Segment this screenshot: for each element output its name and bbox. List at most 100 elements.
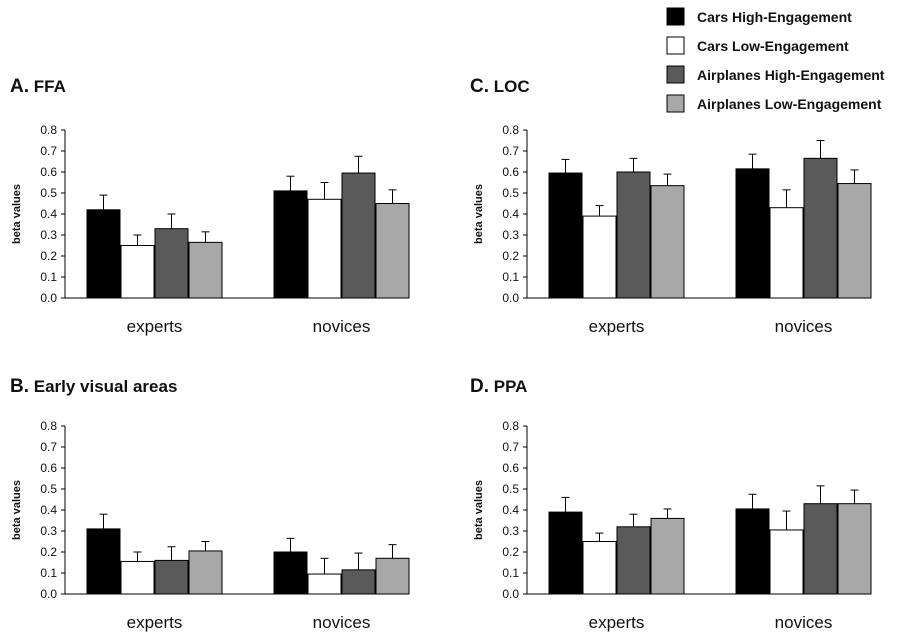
y-tick-label: 0.1 [502, 566, 519, 580]
legend-entry: Airplanes High-Engagement [666, 65, 885, 84]
y-tick-label: 0.5 [40, 186, 57, 200]
y-tick-label: 0.3 [502, 228, 519, 242]
panel-letter: C. [470, 76, 489, 97]
x-category-label: experts [127, 317, 183, 336]
x-category-label: novices [313, 613, 371, 632]
bar [837, 503, 872, 595]
bar [341, 172, 376, 299]
legend-entry: Cars High-Engagement [666, 7, 852, 26]
bar [375, 557, 410, 595]
bar [188, 241, 223, 299]
legend-label: Airplanes High-Engagement [697, 67, 885, 83]
chart-panel: A. FFA beta values 0.0 0.1 0.2 0.3 0.4 0.5 0.6 0.… [10, 76, 410, 336]
legend-label: Airplanes Low-Engagement [697, 96, 882, 112]
legend: Cars High-Engagement Cars Low-Engagement A… [666, 7, 885, 113]
y-tick-label: 0.0 [40, 291, 57, 305]
x-category-label: novices [775, 613, 833, 632]
bar [273, 551, 308, 595]
bar [188, 550, 223, 595]
bar [837, 183, 872, 299]
bar [548, 172, 583, 299]
y-tick-label: 0.8 [40, 123, 57, 137]
y-tick-label: 0.0 [40, 587, 57, 601]
y-tick-label: 0.1 [40, 270, 57, 284]
panel-letter: A. [10, 76, 29, 97]
bar [650, 517, 685, 595]
bar [803, 157, 838, 299]
bar [375, 203, 410, 299]
chart-panel: D. PPA beta values 0.0 0.1 0.2 0.3 0.4 0.5 0.6 0.… [470, 376, 872, 632]
legend-swatch [666, 94, 685, 113]
chart-panel: C. LOC beta values 0.0 0.1 0.2 0.3 0.4 0.5 0.6 0.… [470, 76, 872, 336]
y-tick-label: 0.7 [40, 144, 57, 158]
panel-title: C. LOC [470, 76, 530, 97]
x-category-label: experts [127, 613, 183, 632]
legend-entry: Airplanes Low-Engagement [666, 94, 882, 113]
y-tick-label: 0.8 [502, 419, 519, 433]
chart-panels: A. FFA beta values 0.0 0.1 0.2 0.3 0.4 0.5 0.6 0.… [10, 76, 872, 632]
bar [86, 528, 121, 595]
bar [582, 215, 617, 299]
legend-swatch [666, 65, 685, 84]
y-tick-label: 0.8 [40, 419, 57, 433]
bar [120, 560, 155, 595]
y-tick-label: 0.3 [40, 228, 57, 242]
bar [582, 541, 617, 595]
y-axis-label: beta values [11, 480, 23, 540]
bar [803, 503, 838, 595]
y-tick-label: 0.5 [502, 482, 519, 496]
y-tick-label: 0.1 [40, 566, 57, 580]
y-tick-label: 0.0 [502, 587, 519, 601]
bar [769, 529, 804, 595]
y-tick-label: 0.2 [502, 545, 519, 559]
y-axis-label: beta values [11, 184, 23, 244]
y-tick-label: 0.2 [502, 249, 519, 263]
legend-label: Cars Low-Engagement [697, 38, 849, 54]
legend-swatch [666, 36, 685, 55]
bar [735, 168, 770, 299]
panel-title: A. FFA [10, 76, 66, 97]
x-category-label: novices [313, 317, 371, 336]
legend-label: Cars High-Engagement [697, 9, 852, 25]
bar [86, 209, 121, 299]
y-axis-label: beta values [473, 480, 485, 540]
y-tick-label: 0.2 [40, 545, 57, 559]
y-axis-label: beta values [473, 184, 485, 244]
bar [735, 508, 770, 595]
y-tick-label: 0.3 [502, 524, 519, 538]
bar [154, 559, 189, 595]
panel-letter: D. [470, 376, 489, 397]
panel-title-text: FFA [34, 77, 66, 96]
legend-entry: Cars Low-Engagement [666, 36, 849, 55]
bar [616, 171, 651, 299]
x-category-label: experts [589, 613, 645, 632]
panel-title-text: PPA [494, 377, 528, 396]
y-tick-label: 0.7 [40, 440, 57, 454]
bar [650, 185, 685, 299]
x-category-label: experts [589, 317, 645, 336]
y-tick-label: 0.4 [40, 207, 57, 221]
bar [769, 207, 804, 299]
panel-title: D. PPA [470, 376, 527, 397]
y-tick-label: 0.6 [40, 165, 57, 179]
y-tick-label: 0.1 [502, 270, 519, 284]
bar [154, 228, 189, 299]
bar [307, 198, 342, 299]
panel-title-text: LOC [494, 77, 530, 96]
y-tick-label: 0.4 [502, 207, 519, 221]
bar [548, 511, 583, 595]
legend-swatch [666, 7, 685, 26]
panel-title-text: Early visual areas [34, 377, 178, 396]
panel-title: B. Early visual areas [10, 376, 177, 397]
bar [341, 569, 376, 595]
y-tick-label: 0.6 [40, 461, 57, 475]
y-tick-label: 0.6 [502, 165, 519, 179]
bar [616, 526, 651, 595]
y-tick-label: 0.5 [40, 482, 57, 496]
chart-panel: B. Early visual areas beta values 0.0 0.1 0.… [10, 376, 410, 632]
y-tick-label: 0.2 [40, 249, 57, 263]
y-tick-label: 0.4 [40, 503, 57, 517]
y-tick-label: 0.6 [502, 461, 519, 475]
y-tick-label: 0.0 [502, 291, 519, 305]
